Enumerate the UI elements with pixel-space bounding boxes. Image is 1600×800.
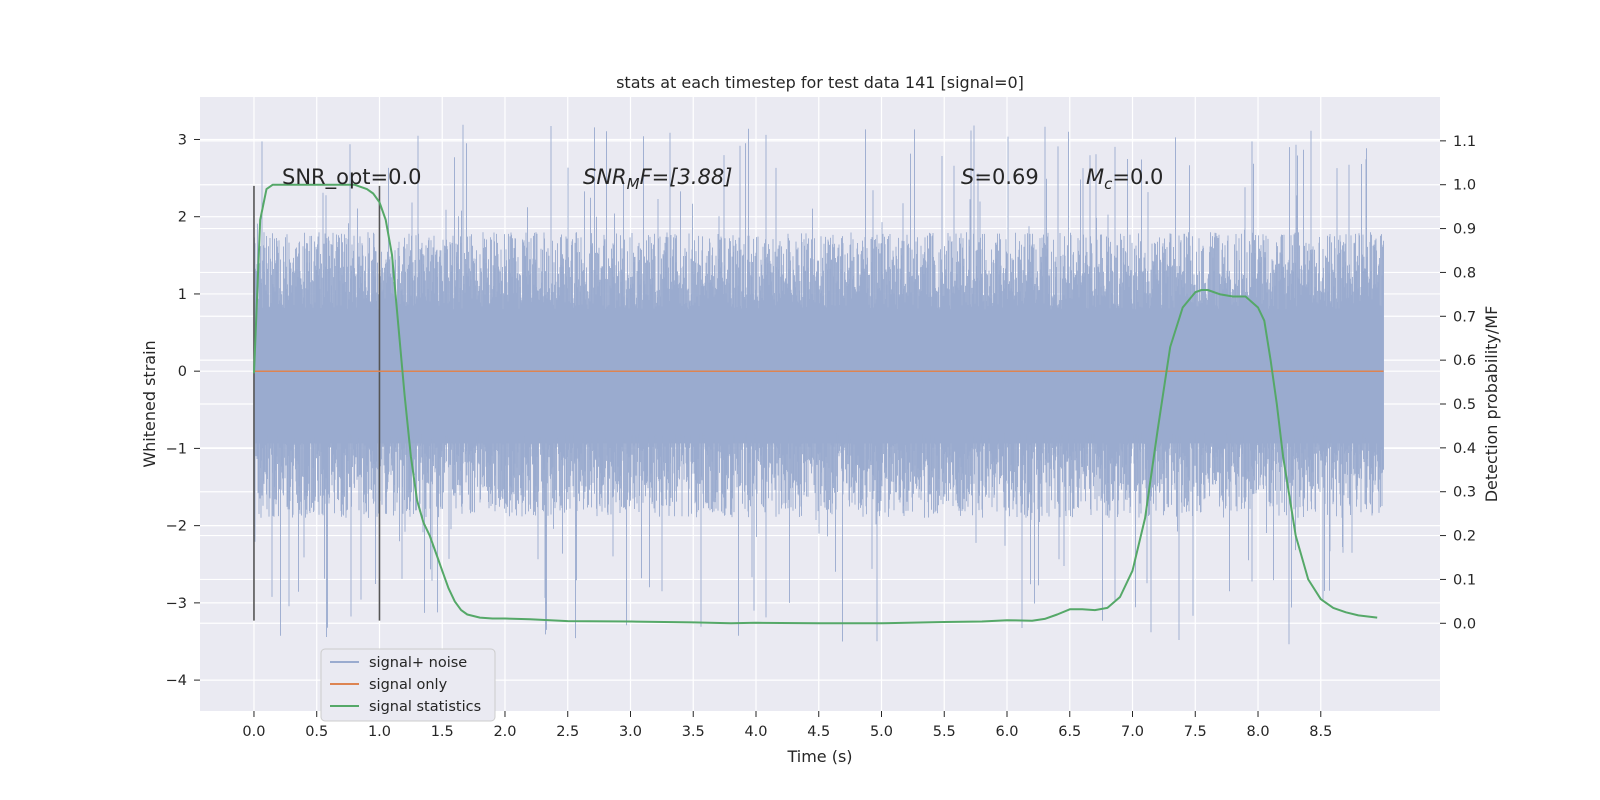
- annotation-snr-mf: SNRMF=[3.88]: [583, 165, 732, 193]
- signal-statistics-line: [253, 183, 1378, 625]
- legend-label-signal-statistics: signal statistics: [369, 699, 481, 715]
- y2-tick-label: 0.5: [1453, 397, 1476, 413]
- y-tick-label: −3: [166, 596, 187, 612]
- x-tick-label: 2.0: [493, 724, 516, 740]
- legend-label-signal-only: signal only: [369, 677, 448, 693]
- x-tick-label: 0.0: [242, 724, 265, 740]
- annotation-mc: Mc=0.0: [1086, 165, 1163, 193]
- x-tick-label: 6.0: [995, 724, 1018, 740]
- y2-tick-label: 0.6: [1453, 353, 1476, 369]
- legend-label-signal-noise: signal+ noise: [369, 655, 467, 671]
- annotation-s: S=0.69: [961, 165, 1039, 189]
- mc-subscript: c: [1104, 175, 1113, 193]
- y-tick-label: 0: [178, 364, 187, 380]
- x-tick-label: 5.0: [870, 724, 893, 740]
- mc-symbol: M: [1086, 165, 1104, 189]
- s-symbol: S: [961, 165, 974, 189]
- x-tick-label: 7.5: [1184, 724, 1207, 740]
- annotations: SNR_opt=0.0 SNRMF=[3.88] S=0.69 Mc=0.0: [282, 165, 1163, 193]
- y2-tick-label: 0.8: [1453, 265, 1476, 281]
- x-tick-label: 4.5: [807, 724, 830, 740]
- y2-tick-label: 0.7: [1453, 309, 1476, 325]
- y2-tick-label: 0.0: [1453, 616, 1476, 632]
- x-tick-label: 4.0: [744, 724, 767, 740]
- x-axis-label: Time (s): [786, 747, 852, 766]
- snr-mf-value: F=[3.88]: [640, 165, 733, 189]
- annotation-snr-opt: SNR_opt=0.0: [282, 165, 422, 190]
- y-tick-label: −2: [166, 519, 187, 535]
- x-tick-label: 1.0: [368, 724, 391, 740]
- y2-tick-label: 0.3: [1453, 485, 1476, 501]
- y2-tick-label: 1.0: [1453, 178, 1476, 194]
- x-tick-label: 2.5: [556, 724, 579, 740]
- s-value: =0.69: [974, 165, 1038, 189]
- y2-tick-label: 1.1: [1453, 134, 1476, 150]
- y-tick-label: −4: [166, 673, 187, 689]
- y2-tick-label: 0.9: [1453, 222, 1476, 238]
- y-tick-label: −1: [166, 441, 187, 457]
- noise-series-layer: [253, 124, 1384, 645]
- mc-value: =0.0: [1112, 165, 1163, 189]
- chart-title: stats at each timestep for test data 141…: [616, 73, 1024, 92]
- x-tick-label: 8.5: [1309, 724, 1332, 740]
- y-tick-label: 1: [178, 287, 187, 303]
- x-tick-label: 3.0: [619, 724, 642, 740]
- legend-box: [320, 648, 496, 722]
- y-tick-label: 2: [178, 210, 187, 226]
- series-layer: [253, 183, 1384, 625]
- x-tick-label: 3.5: [682, 724, 705, 740]
- y-axis-label: Whitened strain: [140, 340, 159, 467]
- y2-tick-label: 0.2: [1453, 529, 1476, 545]
- snr-mf-subscript: M: [627, 175, 640, 193]
- x-tick-label: 1.5: [431, 724, 454, 740]
- x-tick-label: 0.5: [305, 724, 328, 740]
- y2-axis-label: Detection probability/MF: [1482, 306, 1501, 503]
- y2-tick-label: 0.4: [1453, 441, 1476, 457]
- x-tick-label: 5.5: [933, 724, 956, 740]
- y-tick-label: 3: [178, 132, 187, 148]
- x-tick-label: 7.0: [1121, 724, 1144, 740]
- legend: signal+ noise signal only signal statist…: [320, 648, 496, 722]
- x-tick-label: 6.5: [1058, 724, 1081, 740]
- y2-tick-label: 0.1: [1453, 572, 1476, 588]
- snr-mf-symbol: SNR: [583, 165, 627, 189]
- x-tick-label: 8.0: [1246, 724, 1269, 740]
- tick-layer: 0.0 0.5 1.0 1.5 2.0 2.5 3.0 3.5 4.0 4.5 5.0 5.5 6.0 6…: [166, 132, 1476, 740]
